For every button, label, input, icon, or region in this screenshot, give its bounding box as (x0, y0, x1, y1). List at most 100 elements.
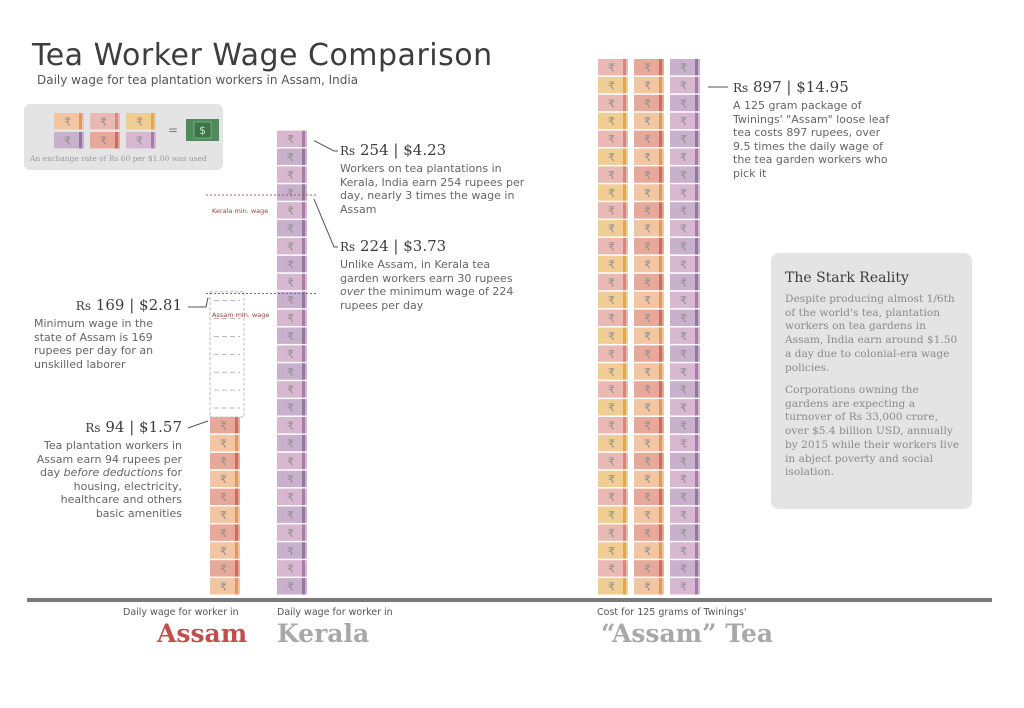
svg-text:₹: ₹ (608, 205, 615, 218)
twinings-note: ₹ (634, 327, 664, 344)
svg-text:₹: ₹ (608, 509, 615, 522)
twinings-note: ₹ (670, 112, 700, 130)
svg-text:₹: ₹ (644, 581, 651, 594)
svg-text:₹: ₹ (680, 563, 687, 576)
kerala-note: ₹ (277, 488, 307, 505)
svg-text:₹: ₹ (608, 402, 615, 415)
svg-text:₹: ₹ (644, 402, 651, 415)
svg-text:₹: ₹ (680, 491, 687, 504)
svg-text:₹: ₹ (287, 241, 294, 254)
svg-text:₹: ₹ (644, 223, 651, 236)
svg-text:₹: ₹ (644, 455, 651, 468)
legend-rupee-note: ₹ (126, 113, 156, 130)
rs-prefix: Rs (340, 144, 356, 158)
svg-text:₹: ₹ (644, 97, 651, 110)
svg-text:₹: ₹ (287, 366, 294, 379)
svg-text:₹: ₹ (220, 437, 227, 450)
twinings-note: ₹ (670, 381, 700, 398)
svg-text:₹: ₹ (680, 133, 687, 146)
annotation-kerala-actual: Rs 254 | $4.23 Workers on tea plantation… (340, 141, 525, 216)
twinings-note: ₹ (634, 434, 664, 452)
svg-text:₹: ₹ (644, 151, 651, 164)
svg-text:₹: ₹ (680, 420, 687, 433)
svg-text:₹: ₹ (608, 563, 615, 576)
twinings-note: ₹ (670, 273, 700, 291)
twinings-note: ₹ (670, 202, 700, 219)
assam-bar: ₹ ₹ ₹ ₹ ₹ ₹ ₹ ₹ ₹ ₹ (210, 417, 240, 595)
assam-min-wage-gap (209, 291, 245, 418)
kerala-note: ₹ (277, 291, 307, 309)
twinings-note: ₹ (634, 184, 664, 201)
svg-text:₹: ₹ (608, 258, 615, 271)
svg-text:₹: ₹ (287, 402, 294, 415)
twinings-note: ₹ (598, 166, 628, 183)
kerala-note: ₹ (277, 202, 307, 219)
kerala-bar: ₹ ₹ ₹ ₹ ₹ ₹ ₹ ₹ ₹ ₹ ₹ ₹ ₹ ₹ ₹ ₹ ₹ ₹ ₹ ₹ ₹ ₹ ₹ ₹ ₹ ₹ (277, 130, 307, 595)
svg-text:₹: ₹ (680, 402, 687, 415)
assam-note: ₹ (210, 434, 240, 452)
svg-text:₹: ₹ (644, 366, 651, 379)
twinings-note: ₹ (670, 59, 700, 76)
twinings-note: ₹ (670, 291, 700, 309)
twinings-note: ₹ (670, 524, 700, 541)
svg-text:₹: ₹ (644, 527, 651, 540)
stark-reality-paragraph-2: Corporations owning the gardens are expe… (785, 384, 960, 479)
twinings-note: ₹ (670, 327, 700, 344)
separator: | (786, 78, 792, 96)
svg-text:₹: ₹ (680, 437, 687, 450)
twinings-note: ₹ (598, 327, 628, 344)
twinings-note: ₹ (670, 220, 700, 237)
svg-text:₹: ₹ (287, 581, 294, 594)
svg-text:₹: ₹ (608, 169, 615, 182)
svg-text:₹: ₹ (680, 62, 687, 75)
svg-text:₹: ₹ (220, 545, 227, 558)
twinings-note: ₹ (598, 542, 628, 559)
baseline (27, 598, 992, 602)
twinings-note: ₹ (634, 506, 664, 523)
stark-reality-title: The Stark Reality (785, 270, 909, 286)
kerala-note: ₹ (277, 273, 307, 291)
twinings-note: ₹ (670, 309, 700, 326)
twinings-note: ₹ (598, 452, 628, 470)
twinings-note: ₹ (634, 488, 664, 505)
svg-text:₹: ₹ (680, 223, 687, 236)
kerala-note: ₹ (277, 255, 307, 273)
svg-text:₹: ₹ (644, 437, 651, 450)
assam-min-wage-label: Assam min. wage (212, 311, 270, 319)
svg-text:₹: ₹ (608, 294, 615, 307)
kerala-note: ₹ (277, 309, 307, 326)
twinings-note: ₹ (634, 130, 664, 147)
svg-text:₹: ₹ (220, 420, 227, 433)
svg-text:₹: ₹ (608, 473, 615, 486)
stark-reality-box (771, 253, 972, 509)
svg-text:₹: ₹ (136, 135, 143, 148)
twinings-note: ₹ (598, 291, 628, 309)
svg-text:₹: ₹ (287, 509, 294, 522)
twinings-note: ₹ (670, 166, 700, 183)
svg-text:₹: ₹ (644, 115, 651, 128)
legend-rupee-note: ₹ (90, 132, 120, 149)
twinings-note: ₹ (598, 363, 628, 380)
separator: | (129, 418, 135, 436)
svg-text:₹: ₹ (287, 205, 294, 218)
svg-text:₹: ₹ (644, 312, 651, 325)
svg-text:₹: ₹ (287, 169, 294, 182)
twinings-note: ₹ (670, 76, 700, 94)
twinings-note: ₹ (634, 417, 664, 434)
twinings-note: ₹ (634, 452, 664, 470)
svg-text:₹: ₹ (64, 116, 71, 129)
legend-equals: = (168, 123, 178, 137)
kerala-note: ₹ (277, 560, 307, 577)
assam-min-wage-outline (209, 291, 245, 418)
twinings-note: ₹ (598, 94, 628, 112)
svg-text:₹: ₹ (287, 276, 294, 289)
separator: | (129, 296, 135, 314)
twinings-note: ₹ (598, 578, 628, 595)
annotation-body: Minimum wage in the state of Assam is 16… (34, 317, 154, 371)
usd-value: $3.73 (403, 237, 447, 255)
svg-text:₹: ₹ (220, 581, 227, 594)
kerala-note: ₹ (277, 148, 307, 165)
twinings-note: ₹ (598, 488, 628, 505)
svg-text:₹: ₹ (680, 241, 687, 254)
assam-note: ₹ (210, 488, 240, 505)
